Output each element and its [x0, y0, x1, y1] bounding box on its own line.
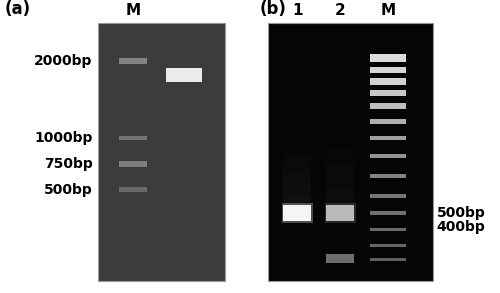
Bar: [326, 156, 354, 164]
Bar: [283, 164, 311, 172]
Bar: [164, 67, 204, 84]
Bar: [119, 136, 147, 141]
Text: 1000bp: 1000bp: [34, 131, 92, 145]
Text: 2: 2: [334, 3, 345, 18]
Bar: [283, 172, 311, 180]
Bar: [326, 188, 354, 196]
Bar: [166, 68, 202, 82]
Text: (b): (b): [260, 0, 287, 18]
Text: 400bp: 400bp: [436, 220, 485, 234]
Text: M: M: [126, 3, 141, 18]
Bar: [370, 154, 406, 158]
Bar: [370, 211, 406, 215]
Text: 2000bp: 2000bp: [34, 54, 92, 68]
Bar: [119, 161, 147, 167]
Bar: [324, 203, 356, 223]
Bar: [283, 148, 311, 156]
Bar: [326, 139, 354, 148]
Text: (a): (a): [5, 0, 31, 18]
Bar: [326, 164, 354, 172]
Bar: [283, 156, 311, 164]
Bar: [326, 196, 354, 205]
Bar: [326, 180, 354, 188]
Bar: [370, 243, 406, 247]
Text: 500bp: 500bp: [436, 206, 485, 220]
Bar: [326, 253, 354, 263]
Text: 750bp: 750bp: [44, 157, 92, 171]
Bar: [370, 90, 406, 96]
Bar: [370, 228, 406, 231]
Bar: [326, 148, 354, 156]
Bar: [326, 205, 354, 221]
Text: M: M: [380, 3, 396, 18]
Bar: [370, 103, 406, 108]
Bar: [119, 188, 147, 192]
Bar: [370, 67, 406, 73]
Bar: [268, 23, 432, 281]
Bar: [370, 54, 406, 62]
Bar: [370, 119, 406, 124]
Bar: [370, 194, 406, 198]
Bar: [283, 188, 311, 196]
Bar: [370, 173, 406, 178]
Bar: [283, 139, 311, 148]
Bar: [283, 180, 311, 188]
Bar: [370, 78, 406, 85]
Text: 1: 1: [292, 3, 302, 18]
Bar: [119, 58, 147, 64]
Bar: [370, 136, 406, 141]
Bar: [98, 23, 225, 281]
Text: 500bp: 500bp: [44, 183, 92, 197]
Bar: [282, 203, 312, 223]
Bar: [326, 172, 354, 180]
Bar: [370, 258, 406, 261]
Bar: [283, 205, 311, 221]
Bar: [283, 196, 311, 205]
